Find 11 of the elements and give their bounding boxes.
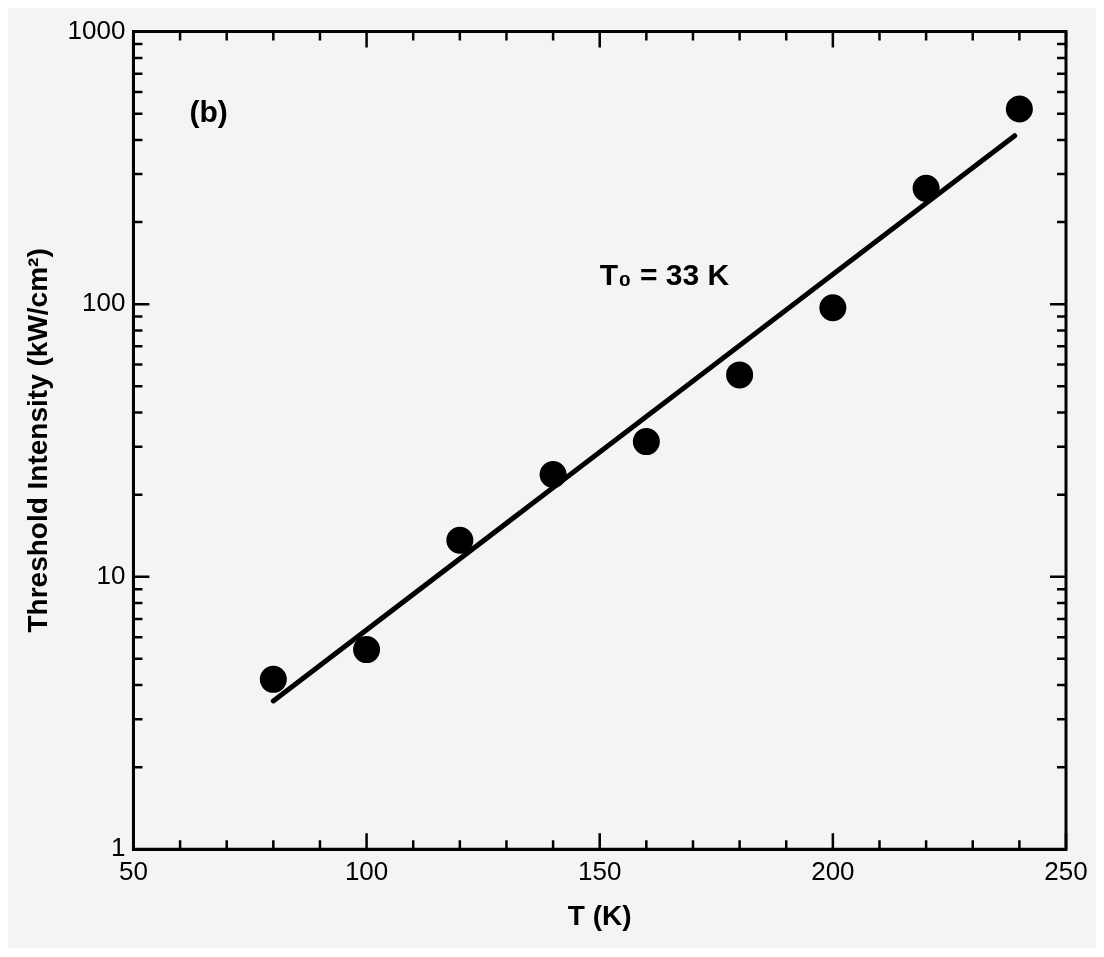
x-tick-label: 150 (578, 855, 622, 886)
x-axis-title: T (K) (567, 899, 632, 931)
annotation: (b) (189, 94, 228, 128)
x-tick-label: 200 (811, 855, 855, 886)
y-tick-label: 100 (82, 287, 126, 318)
x-tick-label: 250 (1044, 855, 1088, 886)
x-tick-label: 100 (344, 855, 389, 886)
annotation: T₀ = 33 K (599, 258, 730, 292)
y-tick-label: 1000 (67, 14, 126, 45)
y-tick-label: 10 (96, 559, 126, 590)
y-axis-title: Threshold Intensity (kW/cm²) (21, 248, 53, 633)
